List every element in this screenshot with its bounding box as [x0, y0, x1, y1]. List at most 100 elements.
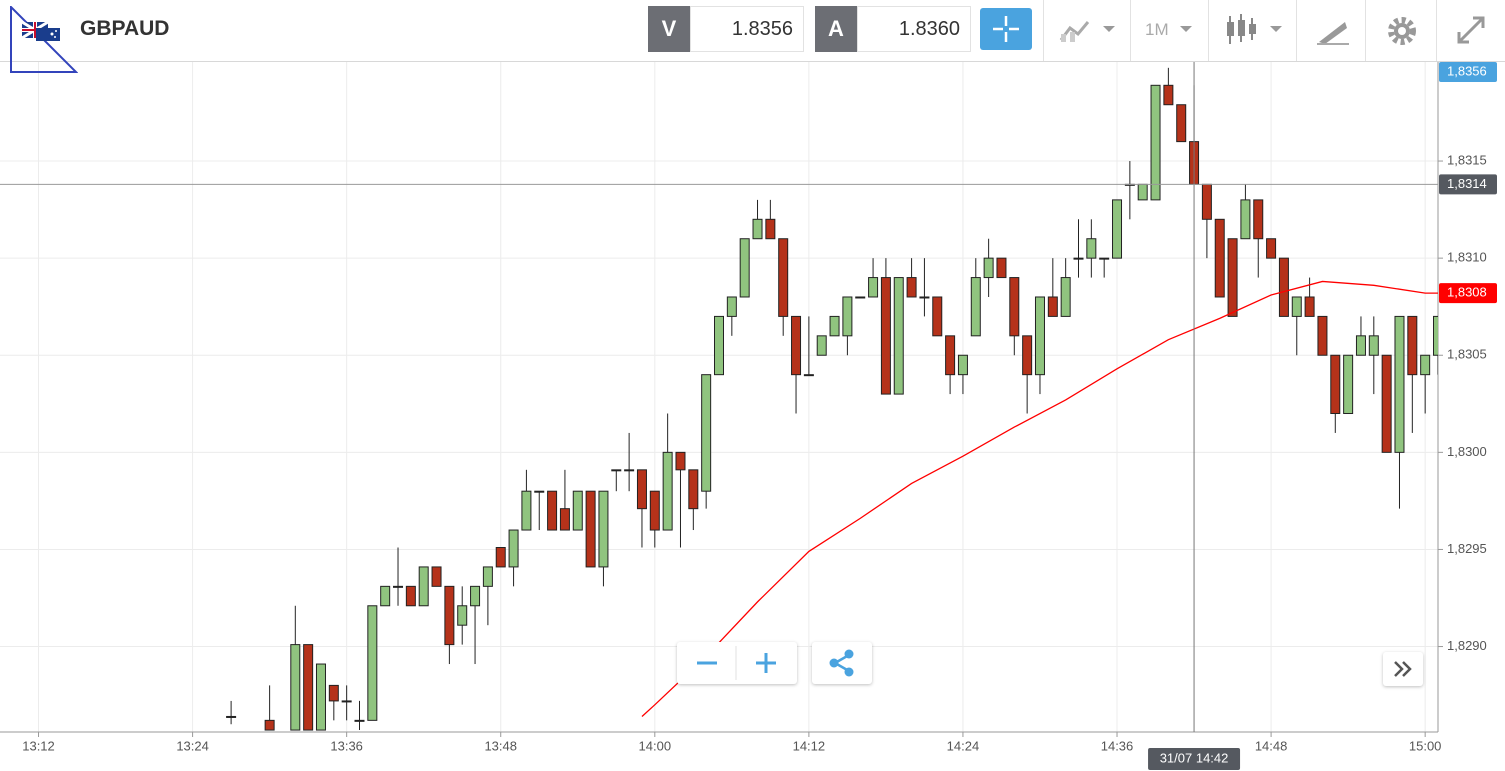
candle-body	[1214, 218, 1225, 298]
candle-body	[598, 490, 609, 568]
candle-body	[380, 585, 391, 607]
symbol: GBPAUD	[80, 17, 170, 40]
candle-body	[945, 335, 956, 376]
moving-average	[641, 280, 1438, 717]
candle-body	[880, 277, 891, 395]
price-marker-label-box	[1439, 62, 1497, 82]
candle-body	[1060, 277, 1071, 317]
plot	[226, 67, 1438, 731]
candle-body	[714, 315, 724, 376]
candle-body	[675, 451, 686, 471]
candle-body	[1022, 335, 1033, 376]
bid-value: 1.8356	[731, 18, 793, 40]
candle-body	[624, 469, 635, 472]
candle-body	[1394, 315, 1405, 453]
candle-body	[290, 644, 301, 731]
candle-body	[688, 469, 699, 510]
candle-body	[1304, 296, 1315, 317]
share-button[interactable]	[812, 642, 872, 684]
candle-body	[354, 719, 365, 722]
scroll-icon	[1394, 661, 1412, 677]
candle-body	[868, 277, 879, 298]
candle-body	[1240, 199, 1251, 240]
candle-body	[970, 277, 981, 337]
candle-body	[418, 566, 429, 607]
x-tick-label: 14:00	[639, 738, 672, 753]
candle-body	[932, 296, 943, 337]
candle-body	[521, 490, 532, 531]
x-tick-label: 13:24	[176, 738, 209, 753]
bid-button[interactable]: V	[648, 6, 690, 52]
candle-body	[1137, 183, 1148, 201]
x-tick-label: 14:36	[1101, 738, 1134, 753]
candle-body	[1266, 238, 1277, 259]
crosshair-time-box	[1148, 748, 1241, 770]
candle-body	[405, 585, 416, 607]
crosshair-button[interactable]	[980, 8, 1032, 50]
x-tick-label: 14:12	[793, 738, 826, 753]
candle-body	[791, 315, 802, 376]
separator	[1436, 0, 1437, 61]
separator	[1208, 0, 1209, 61]
price-marker-label: 1,8308	[1447, 285, 1487, 300]
candle-body	[1009, 277, 1020, 337]
crosshair-time-label: 31/07 14:42	[1160, 750, 1229, 765]
candle-body	[1086, 238, 1097, 259]
candle-body	[328, 684, 339, 702]
candle-body	[752, 218, 763, 240]
candle-body	[341, 700, 352, 703]
candle-body	[1420, 354, 1431, 376]
candle-body	[534, 490, 545, 493]
separator	[1365, 0, 1366, 61]
candle-body	[842, 296, 853, 337]
drawing-tool[interactable]	[1315, 14, 1351, 48]
candle-body	[726, 296, 737, 317]
x-tick-label: 13:36	[330, 738, 363, 753]
candle-body	[829, 315, 840, 337]
candle-body	[508, 529, 519, 568]
y-tick-label: 1,8310	[1447, 250, 1487, 265]
candle-body	[1433, 315, 1438, 356]
candle-body	[559, 508, 570, 531]
candle-body	[765, 218, 776, 240]
crosshair-price-label: 1,8314	[1447, 176, 1487, 191]
candle-body	[1407, 315, 1418, 376]
settings-button[interactable]	[1386, 15, 1418, 47]
fullscreen-button[interactable]	[1455, 14, 1487, 46]
x-tick-label: 15:00	[1409, 738, 1442, 753]
ask-button[interactable]: A	[815, 6, 857, 52]
ask-value: 1.8360	[898, 18, 960, 40]
candle-body	[470, 585, 481, 607]
candle-body	[1291, 296, 1302, 317]
candle-body	[893, 277, 904, 395]
candle-body	[482, 566, 493, 587]
candle-body	[803, 374, 814, 377]
zoom-in[interactable]	[756, 653, 776, 673]
candle-body	[855, 296, 866, 299]
y-tick-label: 1,8300	[1447, 444, 1487, 459]
candle-body	[585, 490, 596, 568]
chart-type-menu[interactable]	[1225, 12, 1287, 48]
timeframe[interactable]: 1M	[1145, 20, 1169, 39]
candle-body	[572, 490, 583, 531]
scroll-right-button[interactable]	[1383, 652, 1423, 686]
candle-body	[996, 257, 1007, 279]
candle-body	[739, 238, 750, 298]
candle-body	[662, 451, 673, 531]
x-tick-label: 13:48	[484, 738, 517, 753]
y-tick-label: 1,8305	[1447, 347, 1487, 362]
ask-price[interactable]: 1.8360	[857, 6, 971, 52]
share-icon	[829, 649, 854, 677]
candle-body	[778, 238, 789, 317]
indicator-menu[interactable]	[1058, 16, 1120, 46]
bid-price[interactable]: 1.8356	[690, 6, 804, 52]
candle-body	[1034, 296, 1045, 376]
candle-body	[701, 374, 712, 492]
candle-body	[393, 585, 404, 588]
x-tick-label: 14:24	[947, 738, 980, 753]
candle-body	[303, 644, 314, 731]
timeframe-caret[interactable]	[1178, 16, 1198, 46]
x-tick-label: 13:12	[22, 738, 55, 753]
